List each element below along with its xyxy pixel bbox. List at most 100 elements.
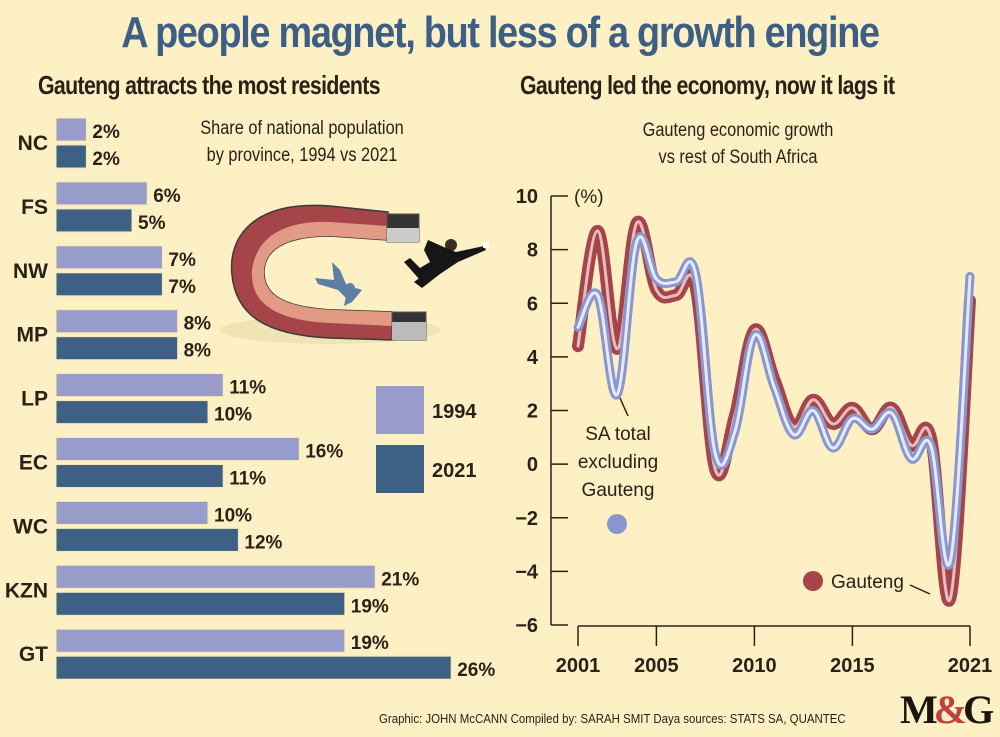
bar-1994-mp — [55, 309, 179, 334]
bar-group-nc: NC 2% 2% — [18, 117, 120, 170]
bar-1994-gt — [55, 628, 346, 653]
line-chart-caption-line2: vs rest of South Africa — [658, 147, 818, 168]
y-tick-label: 6 — [527, 293, 538, 315]
bar-group-wc: WC 10% 12% — [13, 500, 283, 553]
bar-group-fs: FS 6% 5% — [21, 181, 181, 234]
bar-chart-caption-line2: by province, 1994 vs 2021 — [206, 145, 398, 166]
bar-1994-nw — [55, 245, 163, 270]
right-subtitle: Gauteng led the economy, now it lags it — [520, 70, 895, 100]
y-tick-label: 10 — [516, 186, 538, 208]
bar-1994-nc — [55, 117, 87, 142]
x-tick-label: 2015 — [830, 655, 875, 677]
category-label: LP — [21, 388, 48, 411]
bar-1994-lp — [55, 373, 224, 398]
category-label: GT — [19, 643, 48, 666]
bar-2021-ec — [55, 464, 224, 488]
x-tick-label: 2001 — [556, 655, 601, 677]
y-tick-label: −6 — [515, 615, 538, 637]
sa-label-line2: excluding — [578, 452, 658, 473]
mg-logo: M&G — [900, 686, 994, 733]
y-tick-label: −2 — [515, 508, 538, 530]
magnet-attracting-people-icon — [220, 204, 489, 344]
y-tick-label: 8 — [527, 240, 538, 262]
bar-value-label: 21% — [381, 569, 419, 590]
y-tick-label: −4 — [515, 561, 539, 583]
bar-1994-fs — [55, 181, 148, 206]
bar-value-label: 8% — [184, 314, 212, 335]
gauteng-label-leader — [909, 584, 931, 595]
bar-2021-lp — [55, 400, 209, 425]
x-tick-label: 2021 — [948, 655, 993, 677]
bar-group-kzn: KZN 21% 19% — [5, 564, 419, 617]
line-highlight-gauteng — [576, 220, 972, 603]
credits: Graphic: JOHN McCANN Compiled by: SARAH … — [379, 711, 846, 726]
bar-value-label: 8% — [184, 341, 212, 362]
bar-value-label: 10% — [214, 405, 252, 426]
bar-group-ec: EC 16% 11% — [19, 437, 343, 490]
category-label: EC — [19, 452, 48, 475]
bar-value-label: 5% — [138, 213, 166, 234]
y-tick-label: 4 — [527, 347, 539, 369]
bar-2021-nw — [55, 272, 163, 297]
line-gauteng — [572, 215, 976, 607]
logo-g: G — [963, 687, 994, 732]
bar-group-mp: MP 8% 8% — [17, 309, 212, 362]
bar-group-gt: GT 19% 26% — [19, 628, 495, 681]
bar-value-label: 11% — [229, 469, 266, 490]
bar-2021-gt — [55, 655, 452, 680]
series-sa-excl-gauteng — [573, 232, 975, 570]
bar-group-lp: LP 11% 10% — [21, 373, 266, 426]
left-subtitle: Gauteng attracts the most residents — [38, 70, 381, 100]
bar-2021-mp — [55, 336, 179, 361]
sa-legend-dot — [607, 514, 627, 534]
logo-amp: & — [933, 687, 967, 732]
bar-2021-wc — [55, 527, 239, 552]
category-label: FS — [21, 196, 48, 219]
bar-value-label: 2% — [92, 149, 120, 170]
x-tick-label: 2010 — [732, 655, 777, 677]
sa-label-line3: Gauteng — [582, 480, 655, 501]
bar-chart-caption-line1: Share of national population — [200, 118, 404, 139]
bar-chart-caption: Share of national population by province… — [173, 115, 431, 169]
category-label: KZN — [5, 579, 48, 602]
bar-value-label: 7% — [168, 250, 196, 271]
category-label: NW — [13, 260, 48, 283]
bar-value-label: 10% — [214, 505, 252, 526]
sa-label-leader — [619, 397, 629, 417]
bar-value-label: 19% — [351, 633, 389, 654]
bar-2021-kzn — [55, 591, 346, 616]
bar-value-label: 12% — [244, 532, 282, 553]
x-tick-label: 2005 — [634, 655, 679, 677]
legend-swatch-1994 — [376, 386, 424, 434]
bar-value-label: 16% — [305, 442, 343, 463]
bar-value-label: 26% — [457, 660, 495, 681]
y-tick-label: 2 — [527, 401, 538, 423]
legend-label-2021: 2021 — [432, 460, 477, 482]
bar-2021-fs — [55, 208, 133, 233]
line-chart-caption-line1: Gauteng economic growth — [642, 120, 834, 141]
bar-value-label: 7% — [168, 277, 196, 298]
bar-chart: NC 2% 2% FS 6% 5% NW 7% 7% MP 8% 8% LP 11% 10% EC 16% 11%… — [5, 117, 495, 681]
category-label: MP — [17, 324, 49, 347]
y-tick-label: 0 — [527, 454, 538, 476]
line-chart-caption: Gauteng economic growth vs rest of South… — [609, 117, 867, 171]
category-label: NC — [18, 132, 48, 155]
gauteng-legend-dot — [803, 571, 823, 591]
main-title: A people magnet, but less of a growth en… — [121, 8, 880, 57]
series-gauteng — [572, 215, 976, 607]
gauteng-label: Gauteng — [831, 572, 904, 593]
bar-group-nw: NW 7% 7% — [13, 245, 196, 298]
line-highlight-sa-excl-gauteng — [576, 235, 972, 567]
bar-1994-kzn — [55, 564, 376, 589]
sa-label-line1: SA total — [585, 424, 651, 445]
bar-value-label: 6% — [153, 186, 181, 207]
bar-value-label: 19% — [351, 596, 389, 617]
bar-1994-wc — [55, 500, 209, 525]
legend-swatch-2021 — [376, 445, 424, 493]
y-axis-unit: (%) — [574, 187, 604, 208]
bar-legend: 1994 2021 — [376, 386, 477, 493]
bar-value-label: 11% — [229, 378, 266, 399]
legend-label-1994: 1994 — [432, 401, 477, 423]
category-label: WC — [13, 515, 48, 538]
logo-m: M — [900, 687, 938, 732]
